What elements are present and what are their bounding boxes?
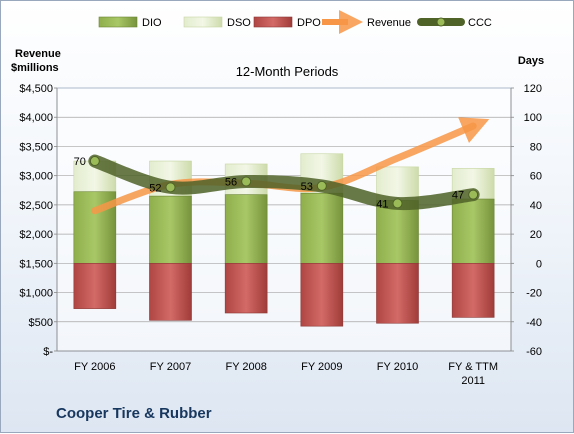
lines bbox=[88, 117, 490, 215]
plot-area-bg bbox=[56, 87, 512, 352]
ccc-data-label: 56 bbox=[225, 177, 237, 189]
x-tick-label: FY 2006 bbox=[74, 361, 115, 373]
right-tick-label: 0 bbox=[536, 258, 542, 270]
chart-title: 12-Month Periods bbox=[236, 64, 339, 79]
x-tick-label: FY & TTM bbox=[448, 361, 498, 373]
left-tick-label: $500 bbox=[29, 317, 53, 329]
ccc-point bbox=[392, 198, 403, 209]
legend-swatch-ccc-dot bbox=[436, 17, 446, 27]
bar-dpo bbox=[300, 263, 344, 327]
legend-label-dpo: DPO bbox=[297, 17, 321, 29]
ccc-data-label: 70 bbox=[74, 156, 86, 168]
right-tick-label: -20 bbox=[526, 288, 542, 300]
bar-dpo bbox=[149, 263, 192, 321]
right-tick-label: 20 bbox=[530, 229, 542, 241]
ccc-point bbox=[89, 156, 100, 167]
gridlines bbox=[57, 116, 511, 323]
left-tick-label: $4,500 bbox=[19, 83, 53, 95]
legend-swatch-dso bbox=[183, 16, 223, 28]
right-tick-label: 80 bbox=[530, 141, 542, 153]
left-tick-label: $1,000 bbox=[19, 288, 53, 300]
revenue-point bbox=[94, 210, 95, 211]
ccc-point bbox=[165, 182, 176, 193]
x-tick-label: 2011 bbox=[461, 375, 485, 387]
plot-area bbox=[56, 87, 512, 352]
legend-swatch-dio bbox=[98, 16, 138, 28]
right-tick-label: -40 bbox=[526, 317, 542, 329]
labels: Revenue $millions Days 12-Month Periods 70 52… bbox=[11, 48, 544, 210]
right-tick-label: -60 bbox=[526, 346, 542, 358]
ccc-data-label: 52 bbox=[149, 182, 161, 194]
bar-dio bbox=[300, 192, 344, 264]
bar-dpo bbox=[451, 263, 495, 318]
ccc-point bbox=[468, 189, 479, 200]
ccc-line bbox=[88, 154, 480, 211]
left-tick-label: $4,000 bbox=[19, 112, 53, 124]
right-tick-label: 40 bbox=[530, 200, 542, 212]
bar-dio bbox=[149, 195, 192, 264]
bar-dio bbox=[451, 198, 495, 264]
legend-label-ccc: CCC bbox=[468, 17, 492, 29]
left-axis-title: Revenue bbox=[15, 48, 61, 60]
left-tick-label: $2,500 bbox=[19, 200, 53, 212]
left-tick-label: $3,500 bbox=[19, 141, 53, 153]
ccc-data-label: 47 bbox=[452, 190, 464, 202]
bar-dio bbox=[224, 194, 268, 264]
legend-swatch-dpo bbox=[253, 16, 293, 28]
left-tick-label: $1,500 bbox=[19, 258, 53, 270]
x-tick-label: FY 2008 bbox=[225, 361, 266, 373]
left-tick-label: $- bbox=[43, 346, 53, 358]
right-tick-label: 60 bbox=[530, 171, 542, 183]
legend-label-dio: DIO bbox=[142, 17, 162, 29]
company-name: Cooper Tire & Rubber bbox=[56, 405, 212, 422]
left-axis-title-line2: $millions bbox=[11, 62, 59, 74]
ccc-data-label: 41 bbox=[376, 198, 388, 210]
bar-dpo bbox=[224, 263, 268, 314]
ccc-point bbox=[316, 180, 327, 191]
legend-label-dso: DSO bbox=[227, 17, 251, 29]
left-tick-label: $2,000 bbox=[19, 229, 53, 241]
legend-label-revenue: Revenue bbox=[367, 17, 411, 29]
x-tick-label: FY 2007 bbox=[150, 361, 191, 373]
x-tick-label: FY 2010 bbox=[377, 361, 418, 373]
right-axis-title: Days bbox=[518, 55, 544, 67]
ccc-point bbox=[241, 176, 252, 187]
ccc-data-label: 53 bbox=[301, 181, 313, 193]
revenue-point bbox=[397, 158, 398, 159]
right-tick-label: 120 bbox=[524, 83, 542, 95]
x-tick-label: FY 2009 bbox=[301, 361, 342, 373]
bar-dpo bbox=[73, 263, 117, 309]
left-tick-label: $3,000 bbox=[19, 171, 53, 183]
legend: DIO DSO DPO Revenue CCC bbox=[98, 10, 492, 34]
revenue-point bbox=[473, 125, 474, 126]
axes: $- $500 $1,000 $1,500 $2,000 $2,500 $3,000 $3,5… bbox=[19, 83, 542, 387]
bar-dpo bbox=[376, 263, 419, 324]
right-tick-label: 100 bbox=[524, 112, 542, 124]
